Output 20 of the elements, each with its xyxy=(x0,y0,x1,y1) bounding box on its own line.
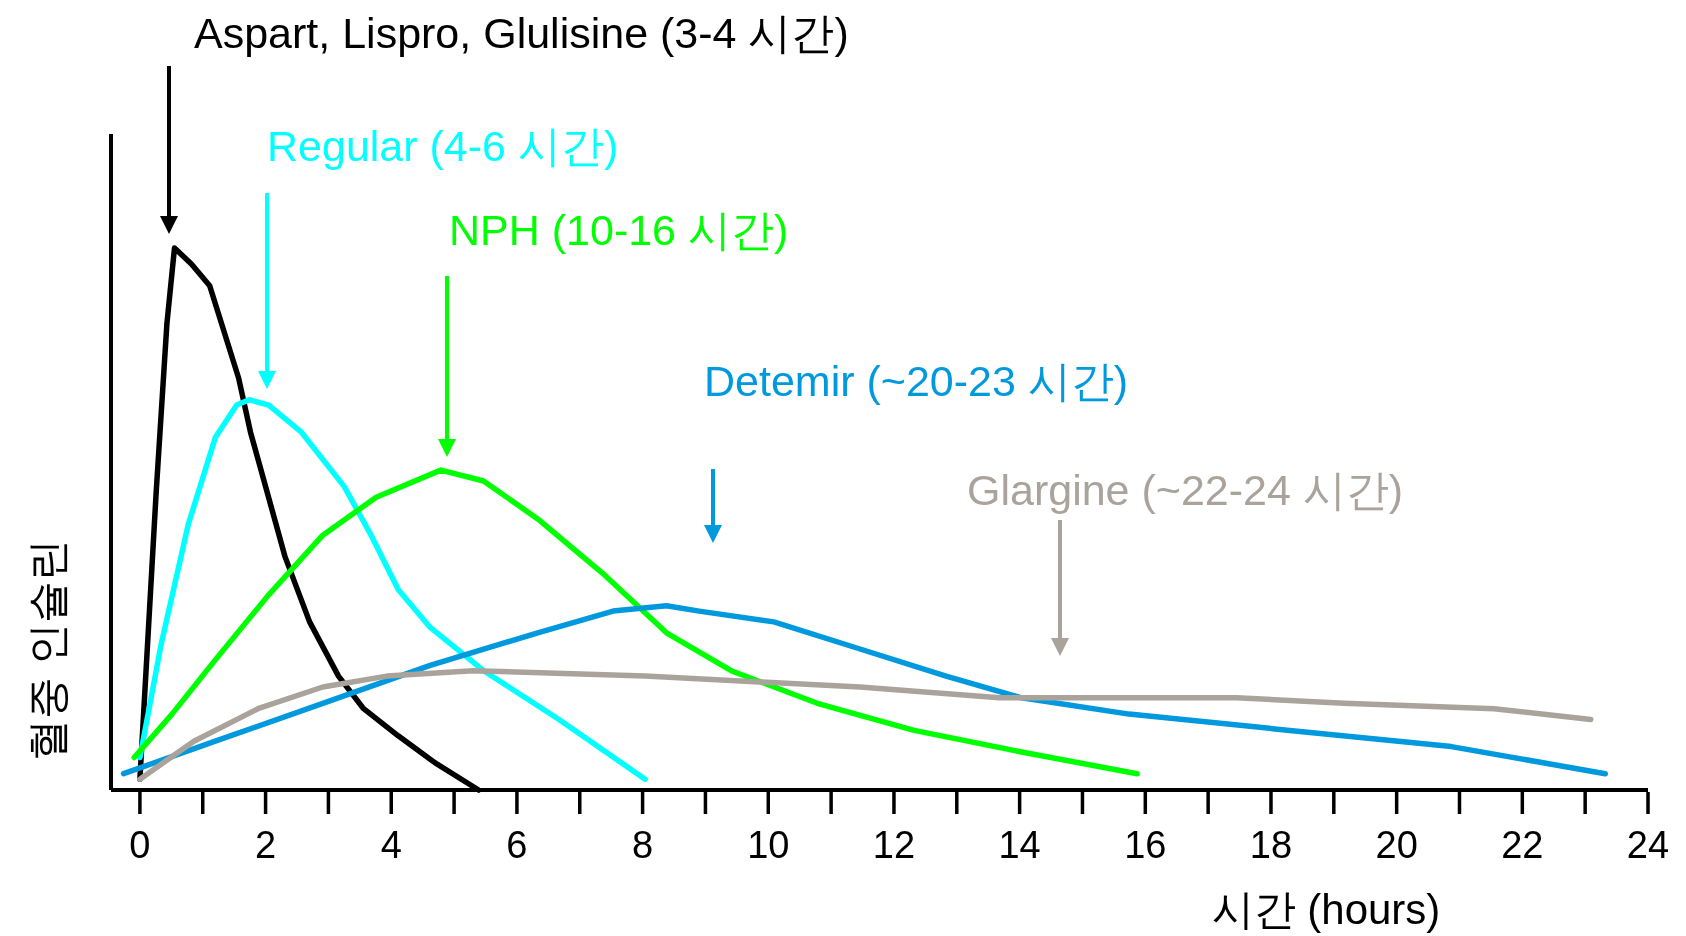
x-tick-label: 4 xyxy=(380,824,402,866)
x-tick-label: 12 xyxy=(872,824,916,866)
x-tick-label: 10 xyxy=(747,824,790,866)
text: Aspart, Lispro, Glulisine (3-4 시간) xyxy=(194,9,849,57)
x-tick-label: 6 xyxy=(506,824,528,866)
x-axis-title: 시간 (hours) xyxy=(1211,886,1441,933)
annotation: Glargine (~22-24 시간) xyxy=(967,466,1404,514)
x-tick-label: 18 xyxy=(1249,824,1293,866)
x-tick-label: 0 xyxy=(129,824,151,866)
text: Regular (4-6 시간) xyxy=(267,122,619,170)
y-axis-title: 혈중 인슐린 xyxy=(24,539,71,761)
x-tick-label: 2 xyxy=(255,824,277,866)
x-tick-label: 24 xyxy=(1626,824,1670,866)
x-tick-label: 14 xyxy=(998,824,1041,866)
x-tick-label: 20 xyxy=(1375,824,1418,866)
x-tick-label: 8 xyxy=(632,824,654,866)
annotation: Detemir (~20-23 시간) xyxy=(704,357,1129,405)
x-tick-label: 22 xyxy=(1501,824,1544,866)
annotation: NPH (10-16 시간) xyxy=(449,206,789,254)
x-tick-label: 16 xyxy=(1124,824,1167,866)
